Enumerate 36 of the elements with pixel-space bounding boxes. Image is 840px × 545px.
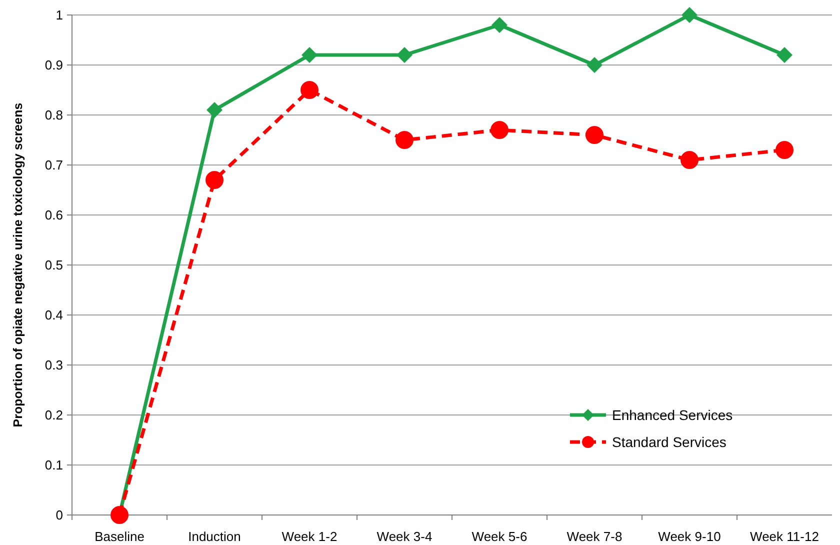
point <box>680 151 698 169</box>
x-tick-label: Week 1-2 <box>282 529 338 544</box>
legend-label: Standard Services <box>612 434 726 450</box>
y-tick-label: 0.7 <box>44 158 63 173</box>
y-tick-label: 0.8 <box>44 108 63 123</box>
x-tick-label: Week 9-10 <box>658 529 721 544</box>
y-axis-title: Proportion of opiate negative urine toxicology screens <box>11 102 25 428</box>
point <box>206 171 224 189</box>
point <box>682 7 698 23</box>
x-tick-label: Induction <box>188 529 241 544</box>
point <box>586 126 604 144</box>
point <box>302 47 318 63</box>
y-tick-label: 0.3 <box>44 358 63 373</box>
point <box>490 121 508 139</box>
x-tick-label: Baseline <box>94 529 144 544</box>
y-tick-label: 0.5 <box>44 258 63 273</box>
x-tick-label: Week 5-6 <box>472 529 528 544</box>
x-tick-label: Week 3-4 <box>376 529 432 544</box>
point <box>396 131 414 149</box>
point <box>776 141 794 159</box>
y-tick-label: 0 <box>56 508 63 523</box>
point <box>206 102 222 118</box>
point <box>396 47 412 63</box>
legend-label: Enhanced Services <box>612 406 733 423</box>
point <box>492 17 508 33</box>
y-tick-label: 0.1 <box>44 458 63 473</box>
point <box>300 81 318 99</box>
x-tick-label: Week 11-12 <box>750 529 819 544</box>
y-tick-label: 0.4 <box>44 308 63 323</box>
y-tick-label: 0.6 <box>44 208 63 223</box>
point <box>776 47 792 63</box>
y-tick-label: 0.9 <box>44 58 63 73</box>
y-tick-label: 0.2 <box>44 408 63 423</box>
point <box>586 57 602 73</box>
y-tick-label: 1 <box>56 8 63 23</box>
x-tick-label: Week 7-8 <box>566 529 622 544</box>
